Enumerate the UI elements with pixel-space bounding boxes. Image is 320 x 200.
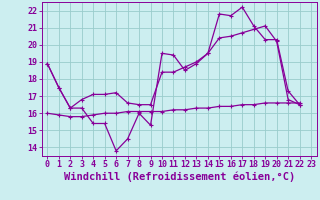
X-axis label: Windchill (Refroidissement éolien,°C): Windchill (Refroidissement éolien,°C) <box>64 172 295 182</box>
